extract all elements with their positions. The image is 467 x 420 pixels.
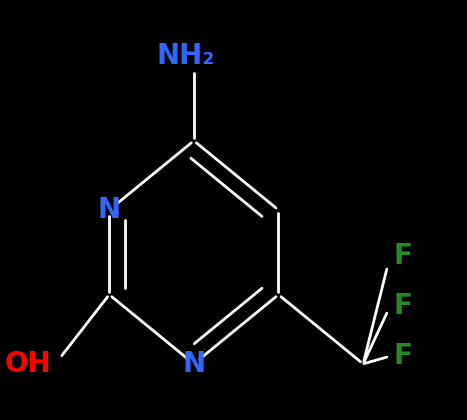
Text: F: F — [394, 292, 413, 320]
Text: N: N — [98, 196, 121, 224]
Text: OH: OH — [5, 350, 51, 378]
Text: F: F — [394, 242, 413, 270]
Text: N: N — [182, 350, 205, 378]
Text: F: F — [394, 342, 413, 370]
Text: NH₂: NH₂ — [157, 42, 215, 70]
